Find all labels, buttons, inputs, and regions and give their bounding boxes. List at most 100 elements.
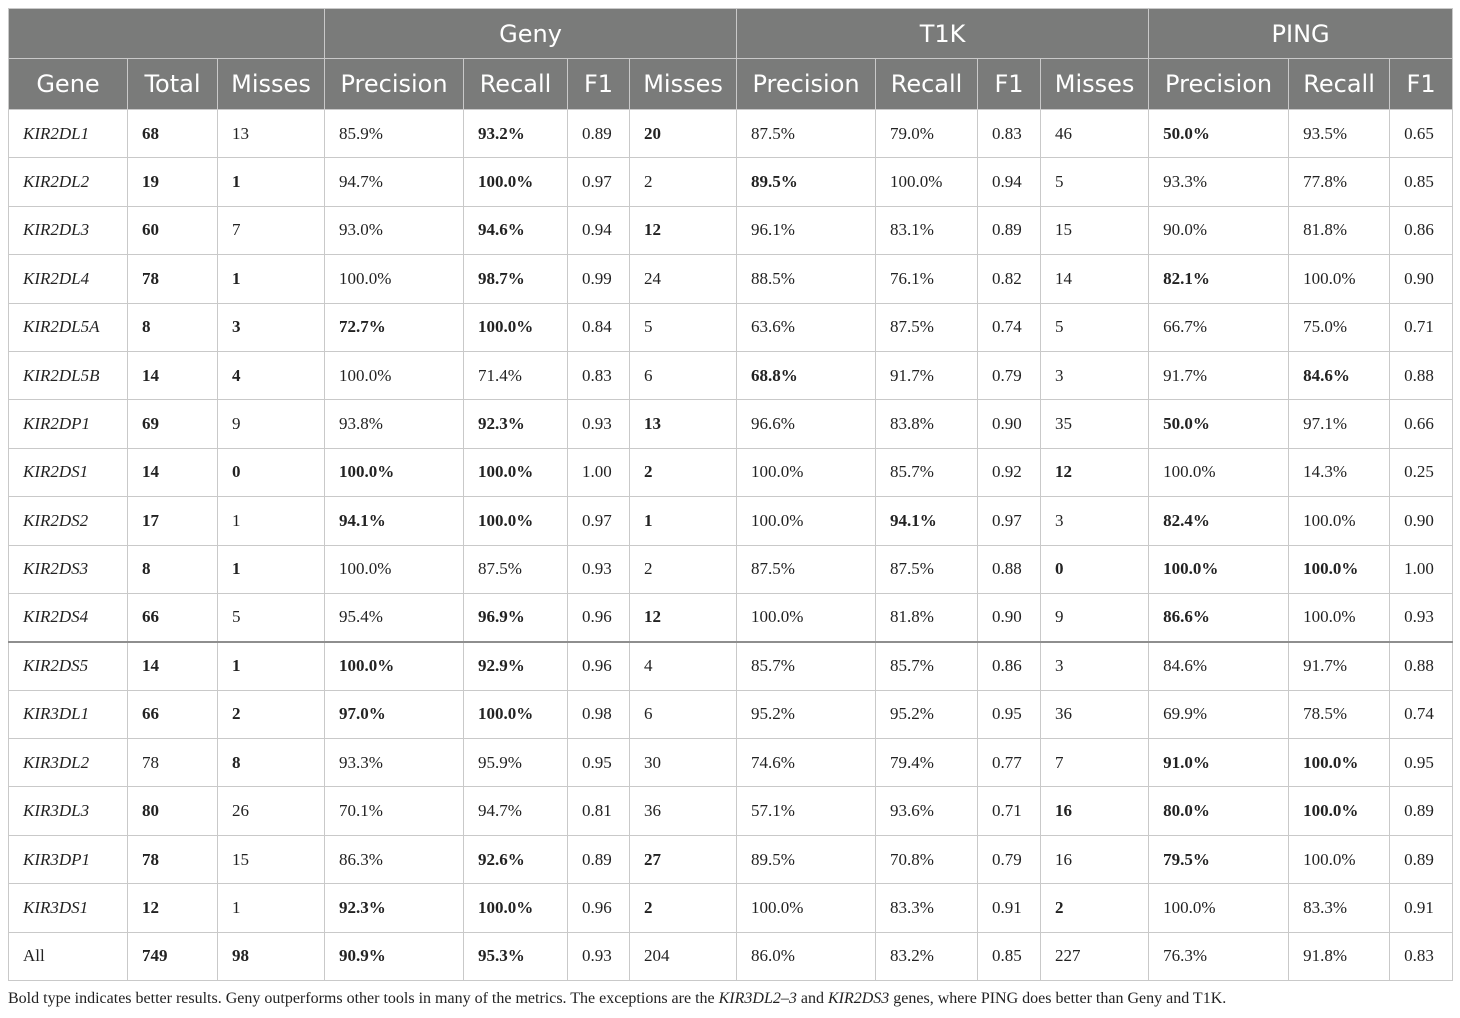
value-cell: 0.90 (1389, 254, 1454, 304)
table-row: KIR2DL1 68 13 85.9% 93.2% 0.89 20 87.5% 79.0% 0.8… (8, 108, 1454, 159)
value-cell: 94.1% (324, 496, 465, 546)
value-cell: 96.1% (736, 205, 877, 256)
value-cell: 0 (1040, 544, 1150, 594)
footnote-text-3: genes, where PING does better than Geny … (889, 990, 1227, 1007)
value-cell: 80 (127, 786, 218, 836)
value-cell: 100.0% (324, 640, 465, 691)
table-footnote: Bold type indicates better results. Geny… (8, 990, 1452, 1008)
value-cell: 87.5% (875, 544, 979, 594)
value-cell: 1 (216, 544, 326, 594)
value-cell: 84.6% (1148, 640, 1290, 691)
value-cell: 4 (629, 640, 738, 691)
value-cell: 100.0% (463, 302, 569, 352)
gene-cell: KIR3DL2 (8, 738, 128, 788)
value-cell: 90.9% (324, 931, 465, 982)
value-cell: 100.0% (463, 447, 569, 498)
value-cell: 15 (216, 834, 326, 885)
value-cell: 89.5% (736, 834, 877, 885)
value-cell: 70.1% (324, 786, 465, 836)
value-cell: 96.6% (736, 399, 877, 449)
value-cell: 100.0% (875, 157, 979, 207)
value-cell: 0.83 (977, 108, 1042, 159)
value-cell: 0.97 (977, 496, 1042, 546)
value-cell: 0.91 (1389, 883, 1454, 933)
value-cell: 4 (216, 350, 326, 401)
value-cell: 70.8% (875, 834, 979, 885)
value-cell: 0.66 (1389, 399, 1454, 449)
value-cell: 100.0% (1288, 786, 1391, 836)
gene-cell: KIR2DS2 (8, 496, 128, 546)
value-cell: 0.89 (1389, 786, 1454, 836)
header-group-row: Geny T1K PING (7, 8, 1454, 59)
value-cell: 0.93 (567, 931, 631, 982)
gene-cell: KIR3DL1 (8, 689, 128, 740)
gene-cell: KIR2DS1 (8, 447, 128, 498)
value-cell: 0.25 (1389, 447, 1454, 498)
value-cell: 0.97 (567, 496, 631, 546)
value-cell: 0.86 (977, 640, 1042, 691)
value-cell: 749 (127, 931, 218, 982)
value-cell: 50.0% (1148, 108, 1290, 159)
value-cell: 8 (127, 544, 218, 594)
value-cell: 92.3% (324, 883, 465, 933)
value-cell: 100.0% (463, 883, 569, 933)
table-row: All 749 98 90.9% 95.3% 0.93 204 86.0% 83.2% 0.85 2… (8, 931, 1454, 982)
gene-cell: KIR3DL3 (8, 786, 128, 836)
value-cell: 100.0% (1148, 883, 1290, 933)
value-cell: 16 (1040, 786, 1150, 836)
value-cell: 13 (629, 399, 738, 449)
value-cell: 12 (629, 205, 738, 256)
value-cell: 0.85 (977, 931, 1042, 982)
value-cell: 0.77 (977, 738, 1042, 788)
header-column-row: Gene Total Misses Precision Recall F1 Mi… (8, 58, 1454, 110)
footnote-text-2: and (796, 990, 828, 1007)
value-cell: 77.8% (1288, 157, 1391, 207)
value-cell: 9 (1040, 592, 1150, 643)
value-cell: 79.5% (1148, 834, 1290, 885)
value-cell: 100.0% (1148, 544, 1290, 594)
value-cell: 82.1% (1148, 254, 1290, 304)
value-cell: 94.1% (875, 496, 979, 546)
value-cell: 0.96 (567, 883, 631, 933)
value-cell: 0.86 (1389, 205, 1454, 256)
value-cell: 2 (1040, 883, 1150, 933)
column-header-geny-precision: Precision (324, 58, 465, 110)
value-cell: 66 (127, 592, 218, 643)
value-cell: 76.3% (1148, 931, 1290, 982)
value-cell: 12 (629, 592, 738, 643)
value-cell: 100.0% (736, 496, 877, 546)
value-cell: 87.5% (463, 544, 569, 594)
table-row: KIR2DS4 66 5 95.4% 96.9% 0.96 12 100.0% 81.8% 0.9… (8, 592, 1454, 643)
value-cell: 93.3% (1148, 157, 1290, 207)
column-header-geny-f1: F1 (567, 58, 631, 110)
value-cell: 1 (629, 496, 738, 546)
value-cell: 69 (127, 399, 218, 449)
value-cell: 19 (127, 157, 218, 207)
gene-cell: KIR2DS3 (8, 544, 128, 594)
column-header-t1k-recall: Recall (875, 58, 979, 110)
value-cell: 94.7% (324, 157, 465, 207)
value-cell: 79.4% (875, 738, 979, 788)
value-cell: 26 (216, 786, 326, 836)
results-table: Geny T1K PING Gene Total Misses Precisio… (7, 8, 1454, 982)
value-cell: 0.94 (977, 157, 1042, 207)
value-cell: 97.0% (324, 689, 465, 740)
value-cell: 0.79 (977, 350, 1042, 401)
value-cell: 2 (629, 157, 738, 207)
value-cell: 1.00 (567, 447, 631, 498)
table-row: KIR2DS2 17 1 94.1% 100.0% 0.97 1 100.0% 94.1% 0.9… (8, 496, 1454, 546)
value-cell: 3 (216, 302, 326, 352)
value-cell: 5 (1040, 157, 1150, 207)
table-row: KIR3DL2 78 8 93.3% 95.9% 0.95 30 74.6% 79.4% 0.77… (8, 738, 1454, 788)
value-cell: 100.0% (1288, 544, 1391, 594)
value-cell: 95.9% (463, 738, 569, 788)
value-cell: 68 (127, 108, 218, 159)
value-cell: 86.0% (736, 931, 877, 982)
table-row: KIR2DL5A 8 3 72.7% 100.0% 0.84 5 63.6% 87.5% 0.74… (8, 302, 1454, 352)
value-cell: 35 (1040, 399, 1150, 449)
value-cell: 100.0% (324, 544, 465, 594)
value-cell: 75.0% (1288, 302, 1391, 352)
value-cell: 57.1% (736, 786, 877, 836)
value-cell: 87.5% (736, 544, 877, 594)
value-cell: 2 (629, 544, 738, 594)
